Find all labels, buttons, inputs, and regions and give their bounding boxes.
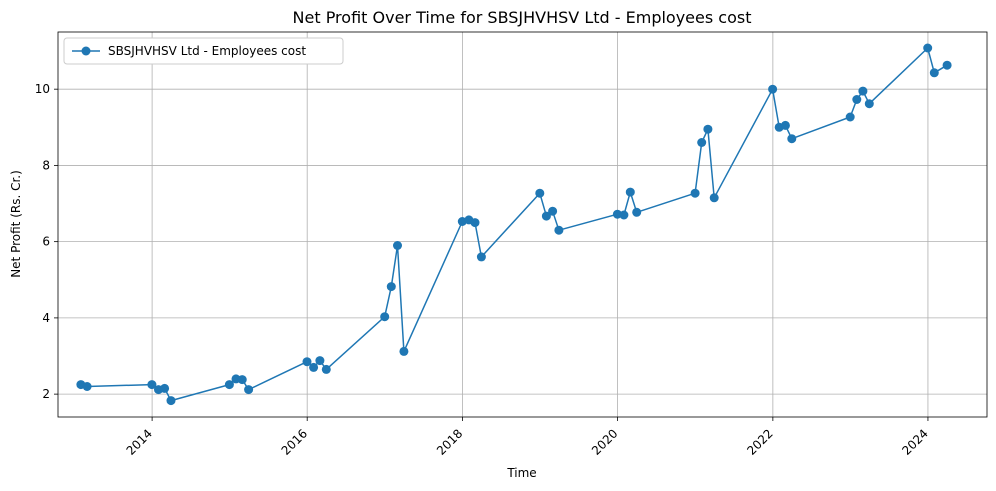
series-layer (76, 43, 952, 406)
data-point (625, 187, 635, 197)
data-point (535, 188, 545, 198)
data-point (942, 60, 952, 70)
data-point (244, 385, 254, 395)
data-point (315, 356, 325, 366)
y-tick-label: 4 (42, 311, 50, 325)
data-point (923, 43, 933, 53)
x-axis-label: Time (506, 466, 536, 480)
y-axis-label: Net Profit (Rs. Cr.) (9, 170, 23, 278)
y-tick-label: 2 (42, 387, 50, 401)
data-point (548, 206, 558, 216)
data-point (160, 383, 170, 393)
legend: SBSJHVHSV Ltd - Employees cost (63, 37, 344, 65)
data-point (780, 120, 790, 130)
data-point (852, 95, 862, 104)
data-point (709, 193, 719, 203)
data-point (690, 188, 700, 198)
data-point (470, 218, 480, 228)
legend-marker (81, 46, 91, 56)
data-point (393, 241, 402, 250)
legend-label: SBSJHVHSV Ltd - Employees cost (108, 44, 306, 58)
data-point (858, 86, 868, 96)
data-point (237, 375, 247, 385)
data-point (476, 252, 486, 262)
data-point (321, 364, 331, 374)
data-point (768, 84, 778, 94)
data-point (386, 282, 396, 292)
y-tick-label: 6 (42, 235, 50, 249)
data-point (554, 225, 564, 235)
data-point (147, 380, 157, 390)
y-tick-label: 10 (35, 82, 50, 96)
data-point (632, 207, 642, 217)
data-point (697, 138, 707, 147)
data-point (703, 124, 713, 134)
data-point (929, 68, 939, 78)
data-point (302, 357, 312, 367)
data-point (399, 346, 409, 356)
data-point (309, 362, 319, 372)
data-point (864, 99, 874, 109)
grid (58, 32, 987, 417)
data-point (787, 134, 797, 144)
data-point (845, 112, 855, 122)
data-point (166, 396, 176, 406)
data-point (82, 382, 92, 391)
data-point (380, 312, 390, 322)
data-point (619, 210, 629, 220)
y-tick-label: 8 (42, 158, 50, 172)
plot-frame (57, 31, 988, 418)
data-point (224, 380, 234, 390)
chart-title: Net Profit Over Time for SBSJHVHSV Ltd -… (293, 8, 752, 27)
data-point (541, 211, 551, 221)
legend-box (63, 37, 344, 65)
